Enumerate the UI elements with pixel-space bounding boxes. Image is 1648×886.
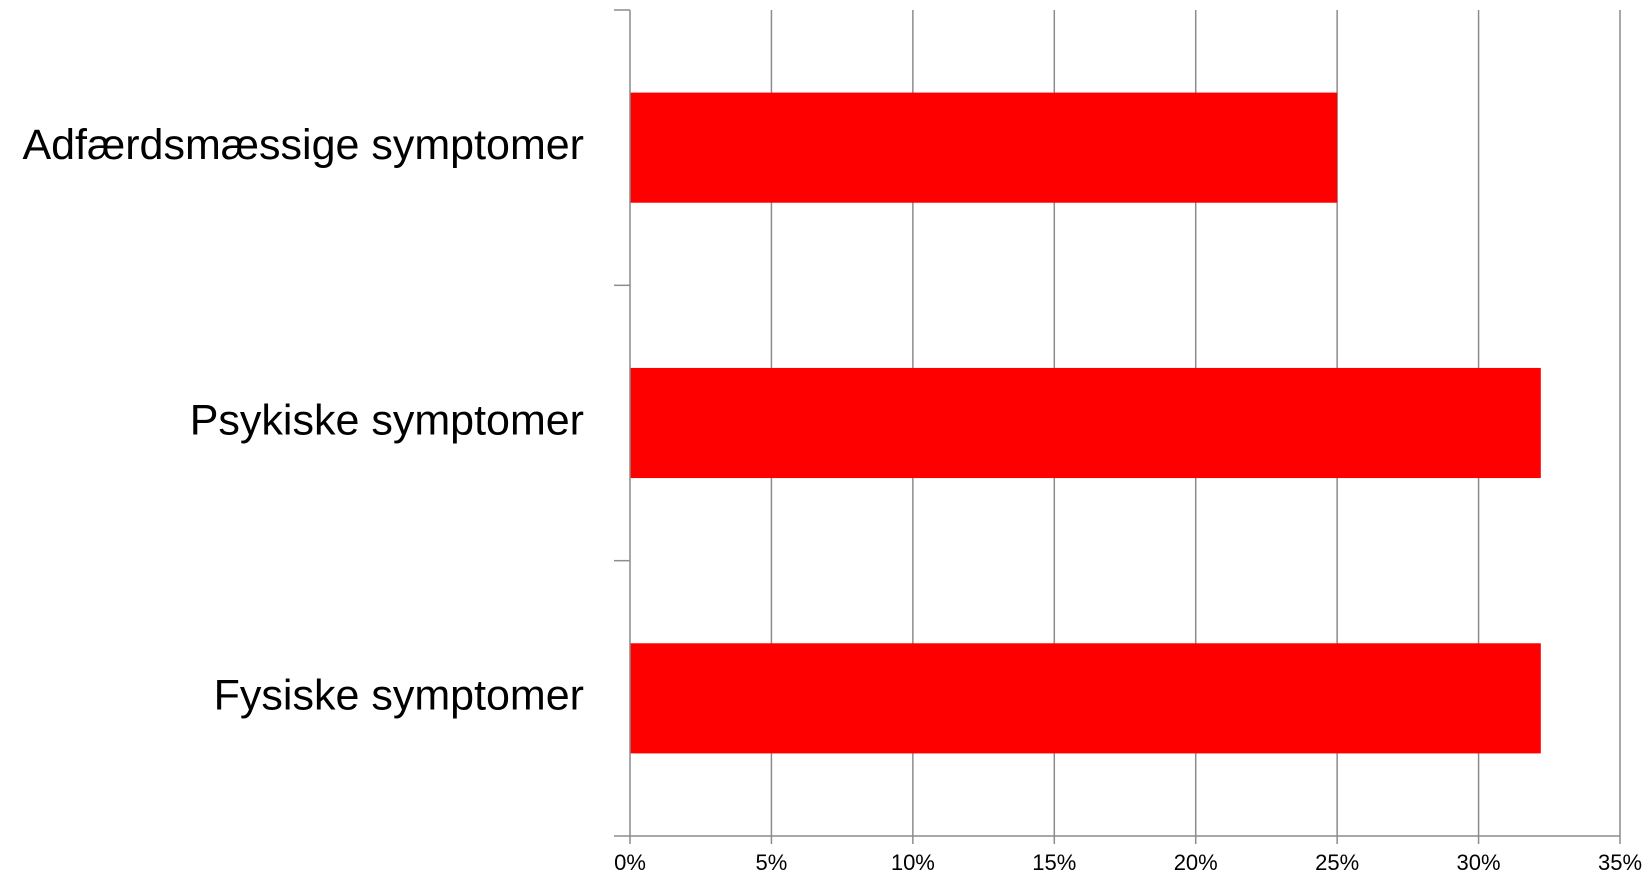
x-tick-label: 0% xyxy=(614,850,646,875)
x-tick-label: 20% xyxy=(1174,850,1218,875)
category-label: Psykiske symptomer xyxy=(190,396,584,444)
category-label: Adfærdsmæssige symptomer xyxy=(22,121,584,169)
labels: Adfærdsmæssige symptomer Psykiske symptom… xyxy=(22,121,1642,875)
x-tick-label: 10% xyxy=(891,850,935,875)
axes xyxy=(614,9,1621,844)
x-tick-label: 25% xyxy=(1315,850,1359,875)
bar xyxy=(630,643,1541,754)
x-tick-label: 5% xyxy=(756,850,788,875)
x-tick-label: 35% xyxy=(1598,850,1642,875)
bar xyxy=(630,367,1541,479)
category-label: Fysiske symptomer xyxy=(214,672,584,720)
bars xyxy=(630,92,1541,754)
x-tick-label: 30% xyxy=(1457,850,1501,875)
bar xyxy=(630,92,1338,203)
x-tick-label: 15% xyxy=(1032,850,1076,875)
